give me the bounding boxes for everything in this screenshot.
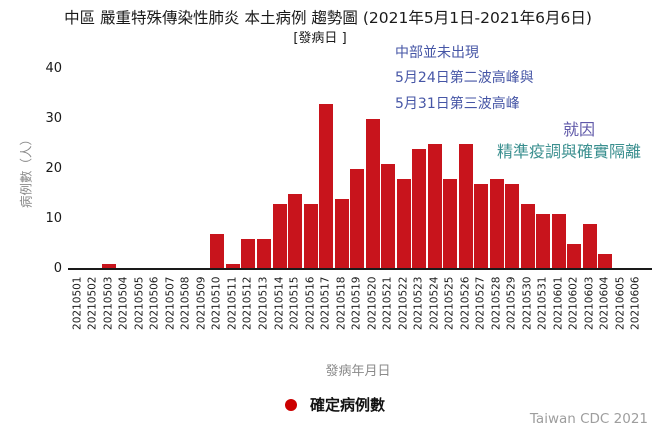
- bar-20210510: [210, 234, 225, 269]
- xtick-label-20210511: 20210511: [226, 276, 239, 330]
- bar-20210526: [458, 144, 473, 269]
- bar-20210523: [412, 149, 427, 269]
- xtick-label-20210529: 20210529: [505, 276, 518, 330]
- ytick-label-30: 30: [45, 111, 62, 126]
- bar-20210604: [598, 254, 613, 269]
- xtick-label-20210510: 20210510: [210, 276, 223, 330]
- xtick-label-20210528: 20210528: [490, 276, 503, 330]
- xtick-label-20210522: 20210522: [397, 276, 410, 330]
- bar-20210511: [225, 264, 240, 269]
- xtick-label-20210512: 20210512: [241, 276, 254, 330]
- bar-20210514: [272, 204, 287, 269]
- bar-20210516: [303, 204, 318, 269]
- xtick-label-20210504: 20210504: [117, 276, 130, 330]
- bar-20210518: [334, 199, 349, 269]
- xtick-label-20210509: 20210509: [195, 276, 208, 330]
- annotation-note-1: 中部並未出現: [395, 45, 479, 61]
- legend-marker-icon: [285, 398, 297, 411]
- xtick-label-20210525: 20210525: [443, 276, 456, 330]
- bar-20210522: [396, 179, 411, 269]
- legend: 確定病例數: [285, 394, 385, 415]
- xtick-label-20210519: 20210519: [350, 276, 363, 330]
- ytick-label-10: 10: [45, 211, 62, 226]
- xtick-label-20210602: 20210602: [567, 276, 580, 330]
- bar-20210603: [582, 224, 597, 269]
- xtick-label-20210530: 20210530: [521, 276, 534, 330]
- xtick-label-20210604: 20210604: [598, 276, 611, 330]
- xtick-label-20210605: 20210605: [614, 276, 627, 330]
- xtick-label-20210513: 20210513: [257, 276, 270, 330]
- ytick-label-0: 0: [53, 261, 62, 276]
- footer-credit: Taiwan CDC 2021: [529, 411, 648, 427]
- xtick-label-20210501: 20210501: [71, 276, 84, 330]
- bar-20210601: [551, 214, 566, 269]
- bar-20210517: [319, 104, 334, 269]
- x-axis-title: 發病年月日: [325, 364, 391, 379]
- xtick-label-20210521: 20210521: [381, 276, 394, 330]
- chart-subtitle: [發病日 ]: [293, 31, 347, 46]
- xtick-label-20210503: 20210503: [102, 276, 115, 330]
- xtick-label-20210527: 20210527: [474, 276, 487, 330]
- bar-20210529: [505, 184, 520, 269]
- annotation-note-3: 5月31日第三波高峰: [395, 96, 520, 112]
- bar-20210602: [567, 244, 582, 269]
- bar-20210503: [101, 264, 116, 269]
- bar-20210528: [489, 179, 504, 269]
- bar-20210531: [536, 214, 551, 269]
- xtick-label-20210526: 20210526: [459, 276, 472, 330]
- annotation-note-2: 5月24日第二波高峰與: [395, 70, 534, 86]
- bar-20210520: [365, 119, 380, 269]
- xtick-label-20210520: 20210520: [366, 276, 379, 330]
- bar-20210524: [427, 144, 442, 269]
- ytick-label-40: 40: [45, 61, 62, 76]
- xtick-label-20210507: 20210507: [164, 276, 177, 330]
- ytick-label-20: 20: [45, 161, 62, 176]
- xtick-label-20210601: 20210601: [552, 276, 565, 330]
- xtick-label-20210606: 20210606: [629, 276, 642, 330]
- xtick-label-20210505: 20210505: [133, 276, 146, 330]
- xtick-label-20210523: 20210523: [412, 276, 425, 330]
- xtick-label-20210502: 20210502: [86, 276, 99, 330]
- bar-20210512: [241, 239, 256, 269]
- xtick-label-20210524: 20210524: [428, 276, 441, 330]
- bar-20210515: [288, 194, 303, 269]
- xtick-label-20210531: 20210531: [536, 276, 549, 330]
- bar-20210525: [443, 179, 458, 269]
- xtick-label-20210506: 20210506: [148, 276, 161, 330]
- xtick-label-20210603: 20210603: [583, 276, 596, 330]
- bar-20210513: [257, 239, 271, 269]
- xtick-label-20210516: 20210516: [304, 276, 317, 330]
- xtick-label-20210508: 20210508: [179, 276, 192, 330]
- chart-title: 中區 嚴重特殊傳染性肺炎 本土病例 趨勢圖 (2021年5月1日-2021年6月…: [64, 9, 592, 27]
- bar-20210519: [350, 169, 365, 269]
- xtick-label-20210517: 20210517: [319, 276, 332, 330]
- legend-label: 確定病例數: [310, 396, 386, 414]
- xtick-label-20210518: 20210518: [335, 276, 348, 330]
- xtick-label-20210514: 20210514: [273, 276, 286, 330]
- xtick-label-20210515: 20210515: [288, 276, 301, 330]
- bar-20210521: [381, 164, 396, 269]
- bar-20210527: [474, 184, 489, 269]
- annotation-note-5: 精準疫調與確實隔離: [497, 142, 642, 161]
- x-axis-line: [68, 268, 652, 270]
- annotation-note-4: 就因: [563, 120, 596, 139]
- bar-20210530: [520, 204, 535, 269]
